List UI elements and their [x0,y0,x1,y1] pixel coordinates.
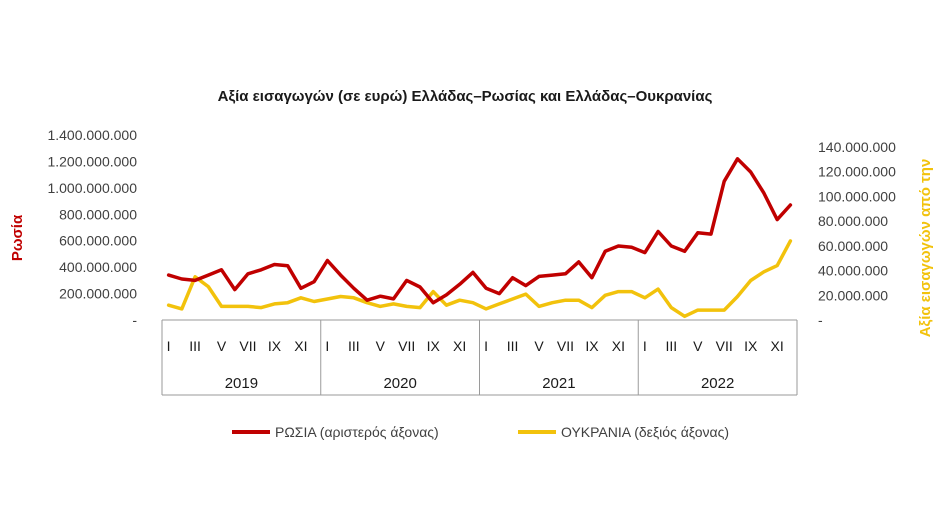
left-tick-label: 1.400.000.000 [47,127,137,143]
right-tick-label: 120.000.000 [818,164,896,180]
month-label: V [376,338,386,354]
right-tick-label: 100.000.000 [818,188,896,204]
right-tick-label: 20.000.000 [818,287,888,303]
month-label: IX [268,338,282,354]
month-label: IX [585,338,599,354]
month-label: V [693,338,703,354]
month-label: I [643,338,647,354]
year-label: 2020 [383,375,416,392]
left-axis-ticks: - 200.000.000 400.000.000 600.000.000 800.00… [47,127,137,328]
chart-title: Αξία εισαγωγών (σε ευρώ) Ελλάδας–Ρωσίας … [218,88,713,105]
series-line-ukraine [166,239,793,319]
month-label: IX [744,338,758,354]
series-lines [166,157,793,319]
left-tick-label: 1.000.000.000 [47,180,137,196]
left-tick-label: - [132,312,137,328]
legend-label-ukraine: ΟΥΚΡΑΝΙΑ (δεξιός άξονας) [561,424,729,440]
month-label: XI [771,338,784,354]
right-tick-label: - [818,312,823,328]
month-label: VII [239,338,256,354]
month-label: I [167,338,171,354]
month-label: I [325,338,329,354]
month-label: VII [557,338,574,354]
left-tick-label: 1.200.000.000 [47,153,137,169]
year-label: 2021 [542,375,575,392]
right-tick-label: 80.000.000 [818,213,888,229]
month-label: III [189,338,201,354]
year-label: 2022 [701,375,734,392]
left-tick-label: 800.000.000 [59,206,137,222]
month-label: I [484,338,488,354]
left-tick-label: 600.000.000 [59,233,137,249]
month-label: III [348,338,360,354]
month-label: VII [716,338,733,354]
month-label: V [217,338,227,354]
right-tick-label: 60.000.000 [818,238,888,254]
month-label: XI [612,338,625,354]
month-label: XI [294,338,307,354]
left-tick-label: 400.000.000 [59,259,137,275]
right-axis-label: Αξία εισαγωγών από την [917,159,934,338]
right-tick-label: 40.000.000 [818,263,888,279]
month-label: V [534,338,544,354]
series-line-russia [166,157,793,305]
right-tick-label: 140.000.000 [818,139,896,155]
legend-label-russia: ΡΩΣΙΑ (αριστερός άξονας) [275,424,439,440]
month-label: XI [453,338,466,354]
month-label: III [507,338,519,354]
month-label: IX [427,338,441,354]
left-tick-label: 200.000.000 [59,286,137,302]
month-label: VII [398,338,415,354]
year-label: 2019 [225,375,258,392]
legend: ΡΩΣΙΑ (αριστερός άξονας) ΟΥΚΡΑΝΙΑ (δεξιό… [232,424,729,440]
month-label: III [665,338,677,354]
left-axis-label: Ρωσία [9,214,26,261]
right-axis-ticks: - 20.000.000 40.000.000 60.000.000 80.000.00… [818,139,896,328]
